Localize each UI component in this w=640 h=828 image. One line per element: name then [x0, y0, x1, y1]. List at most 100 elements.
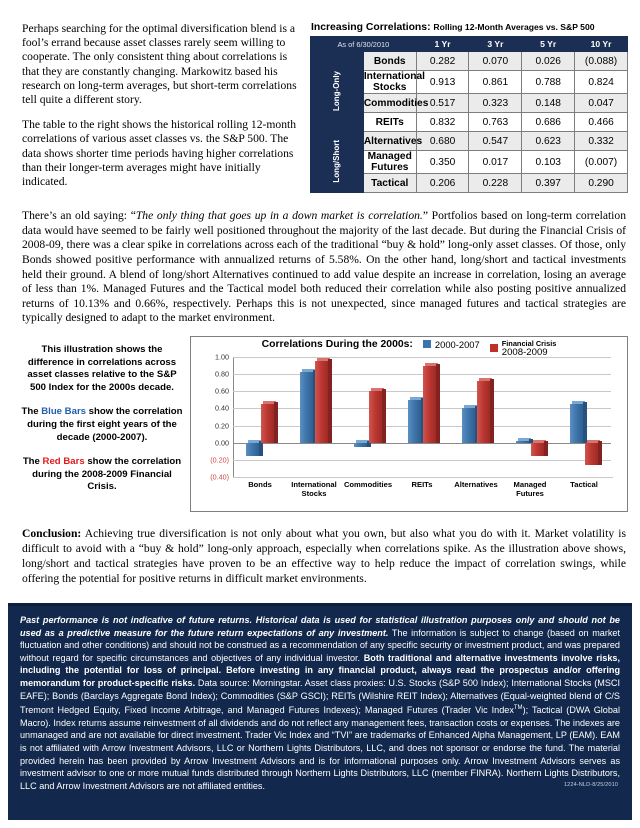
chart-annotation: This illustration shows the difference i…	[12, 336, 190, 512]
chart-bars	[233, 357, 611, 477]
x-label-reits: REITs	[411, 479, 433, 489]
bar-face	[477, 380, 490, 443]
bar-side-3d	[382, 389, 386, 443]
bar-top-3d	[587, 439, 600, 443]
table-col-5yr: 5 Yr	[521, 36, 576, 52]
cell-comm-3yr: 0.323	[468, 93, 523, 113]
row-class-managed-futures: Managed Futures	[362, 150, 417, 174]
cell-comm-1yr: 0.517	[415, 93, 470, 113]
conclusion-paragraph: Conclusion: Achieving true diversificati…	[22, 526, 626, 586]
conclusion-section: Conclusion: Achieving true diversificati…	[0, 512, 640, 586]
cell-alt-10yr: 0.332	[574, 131, 628, 151]
x-label-bonds: Bonds	[248, 479, 272, 489]
row-class-alternatives: Alternatives	[362, 131, 422, 151]
bar-alternatives-financial-crisis-2008-2009	[477, 377, 494, 443]
row-class-reits: REITs	[362, 112, 417, 132]
ytick-0-00: 0.00	[215, 438, 229, 448]
mid-rest: ” Portfolios based on long-term correlat…	[22, 209, 626, 325]
table-title-sub: Rolling 12-Month Averages vs. S&P 500	[433, 22, 595, 32]
disclaimer-document-code: 1224-NLD-8/25/2010	[563, 782, 618, 789]
disclaimer-normal-3: ); Tactical (DWA Global Macro). Index re…	[20, 705, 620, 791]
bar-top-3d	[425, 362, 438, 366]
correlations-bar-chart: Correlations During the 2000s: 2000-2007…	[190, 335, 628, 512]
bar-side-3d	[274, 402, 278, 443]
disclaimer-normal-1: The information is subject to change (ba…	[20, 627, 620, 663]
table-row: Tactical 0.206 0.228 0.397 0.290	[311, 173, 628, 193]
bar-side-3d	[328, 359, 332, 443]
ytick-0-60: 0.60	[215, 386, 229, 396]
bar-top-3d	[356, 439, 369, 443]
chart-plot-area: 1.00 0.80 0.60 0.40 0.20 0.00 (0.20) (0.…	[210, 352, 611, 481]
note3-pre: The	[22, 456, 43, 468]
bar-face	[423, 365, 436, 443]
conclusion-text: Achieving true diversification is not on…	[22, 526, 626, 585]
bar-side-3d	[259, 440, 263, 456]
table-col-1yr: 1 Yr	[415, 36, 470, 52]
group-label-long-short: Long/Short	[310, 131, 364, 193]
bar-bonds-financial-crisis-2008-2009	[261, 401, 278, 443]
cell-reits-1yr: 0.832	[415, 112, 470, 132]
bar-tactical-financial-crisis-2008-2009	[585, 439, 602, 465]
bar-top-3d	[533, 439, 546, 443]
correlation-table-title: Increasing Correlations: Rolling 12-Mont…	[311, 22, 628, 33]
chart-note-paragraph-3: The Red Bars show the correlation during…	[20, 456, 184, 494]
bar-bonds-2000-2007	[246, 439, 263, 456]
bar-face	[261, 404, 274, 443]
intro-paragraph-1: Perhaps searching for the optimal divers…	[22, 22, 297, 107]
note2-blue-bars: Blue Bars	[41, 406, 87, 418]
bar-international-stocks-financial-crisis-2008-2009	[315, 358, 332, 443]
bar-side-3d	[436, 363, 440, 443]
y-axis-line	[233, 356, 234, 477]
cell-tac-10yr: 0.290	[574, 173, 628, 193]
disclaimer-bold-1: Both traditional and alternative investm…	[20, 652, 620, 688]
cell-intl-1yr: 0.913	[415, 70, 470, 94]
chart-title: Correlations During the 2000s:	[261, 338, 413, 350]
cell-reits-3yr: 0.763	[468, 112, 523, 132]
conclusion-label: Conclusion:	[22, 526, 82, 540]
cell-alt-3yr: 0.547	[468, 131, 523, 151]
bar-face	[531, 442, 544, 457]
bar-commodities-financial-crisis-2008-2009	[369, 388, 386, 443]
legend-swatch-blue-icon	[422, 340, 431, 349]
bar-top-3d	[248, 439, 261, 443]
cell-alt-1yr: 0.680	[415, 131, 470, 151]
legend-label-red-line2: 2008-2009	[501, 347, 548, 359]
bar-face	[585, 442, 598, 465]
intro-text: Perhaps searching for the optimal divers…	[22, 22, 298, 200]
table-header-row: As of 6/30/2010 1 Yr 3 Yr 5 Yr 10 Yr	[310, 36, 628, 52]
cell-tac-5yr: 0.397	[521, 173, 576, 193]
intro-paragraph-2: The table to the right shows the histori…	[22, 118, 297, 189]
ytick-neg-0-40: (0.40)	[210, 472, 229, 482]
bar-side-3d	[490, 378, 494, 443]
legend-label-red-line1: Financial Crisis	[501, 338, 557, 348]
cell-bonds-1yr: 0.282	[415, 51, 470, 71]
zero-line: 0.00	[215, 438, 611, 447]
row-class-commodities: Commodities	[362, 93, 428, 113]
cell-comm-10yr: 0.047	[574, 93, 628, 113]
table-title-main: Increasing Correlations:	[311, 22, 431, 33]
row-class-international-stocks: International Stocks	[362, 70, 425, 94]
chart-x-axis-labels: Bonds International Stocks Commodities REIT…	[233, 480, 619, 506]
middle-paragraph: There’s an old saying: “The only thing t…	[22, 209, 626, 326]
table-row: Commodities 0.517 0.323 0.148 0.047	[311, 93, 628, 113]
note2-post: show the correlation during the first ei…	[27, 406, 183, 443]
bar-face	[369, 391, 382, 443]
ytick-0-80: 0.80	[215, 369, 229, 379]
table-row: Long-Only Bonds 0.282 0.070 0.026 (0.088…	[310, 51, 628, 132]
note3-red-bars: Red Bars	[42, 456, 85, 468]
row-class-tactical: Tactical	[362, 173, 417, 193]
bar-side-3d	[367, 440, 371, 447]
cell-mf-1yr: 0.350	[415, 150, 470, 174]
bar-managed-futures-2000-2007	[516, 437, 533, 443]
x-label-alternatives: Alternatives	[454, 479, 498, 489]
chart-note-paragraph-1: This illustration shows the difference i…	[27, 343, 177, 393]
chart-header: Correlations During the 2000s: 2000-2007…	[191, 339, 627, 358]
row-class-bonds: Bonds	[362, 51, 417, 71]
cell-mf-3yr: 0.017	[468, 150, 523, 174]
disclaimer-block: Past performance is not indicative of fu…	[8, 603, 632, 820]
bar-top-3d	[464, 405, 477, 409]
cell-mf-5yr: 0.103	[521, 150, 576, 174]
bar-face	[300, 371, 313, 443]
legend-item-2000-2007: 2000-2007	[422, 339, 480, 350]
cell-comm-5yr: 0.148	[521, 93, 576, 113]
